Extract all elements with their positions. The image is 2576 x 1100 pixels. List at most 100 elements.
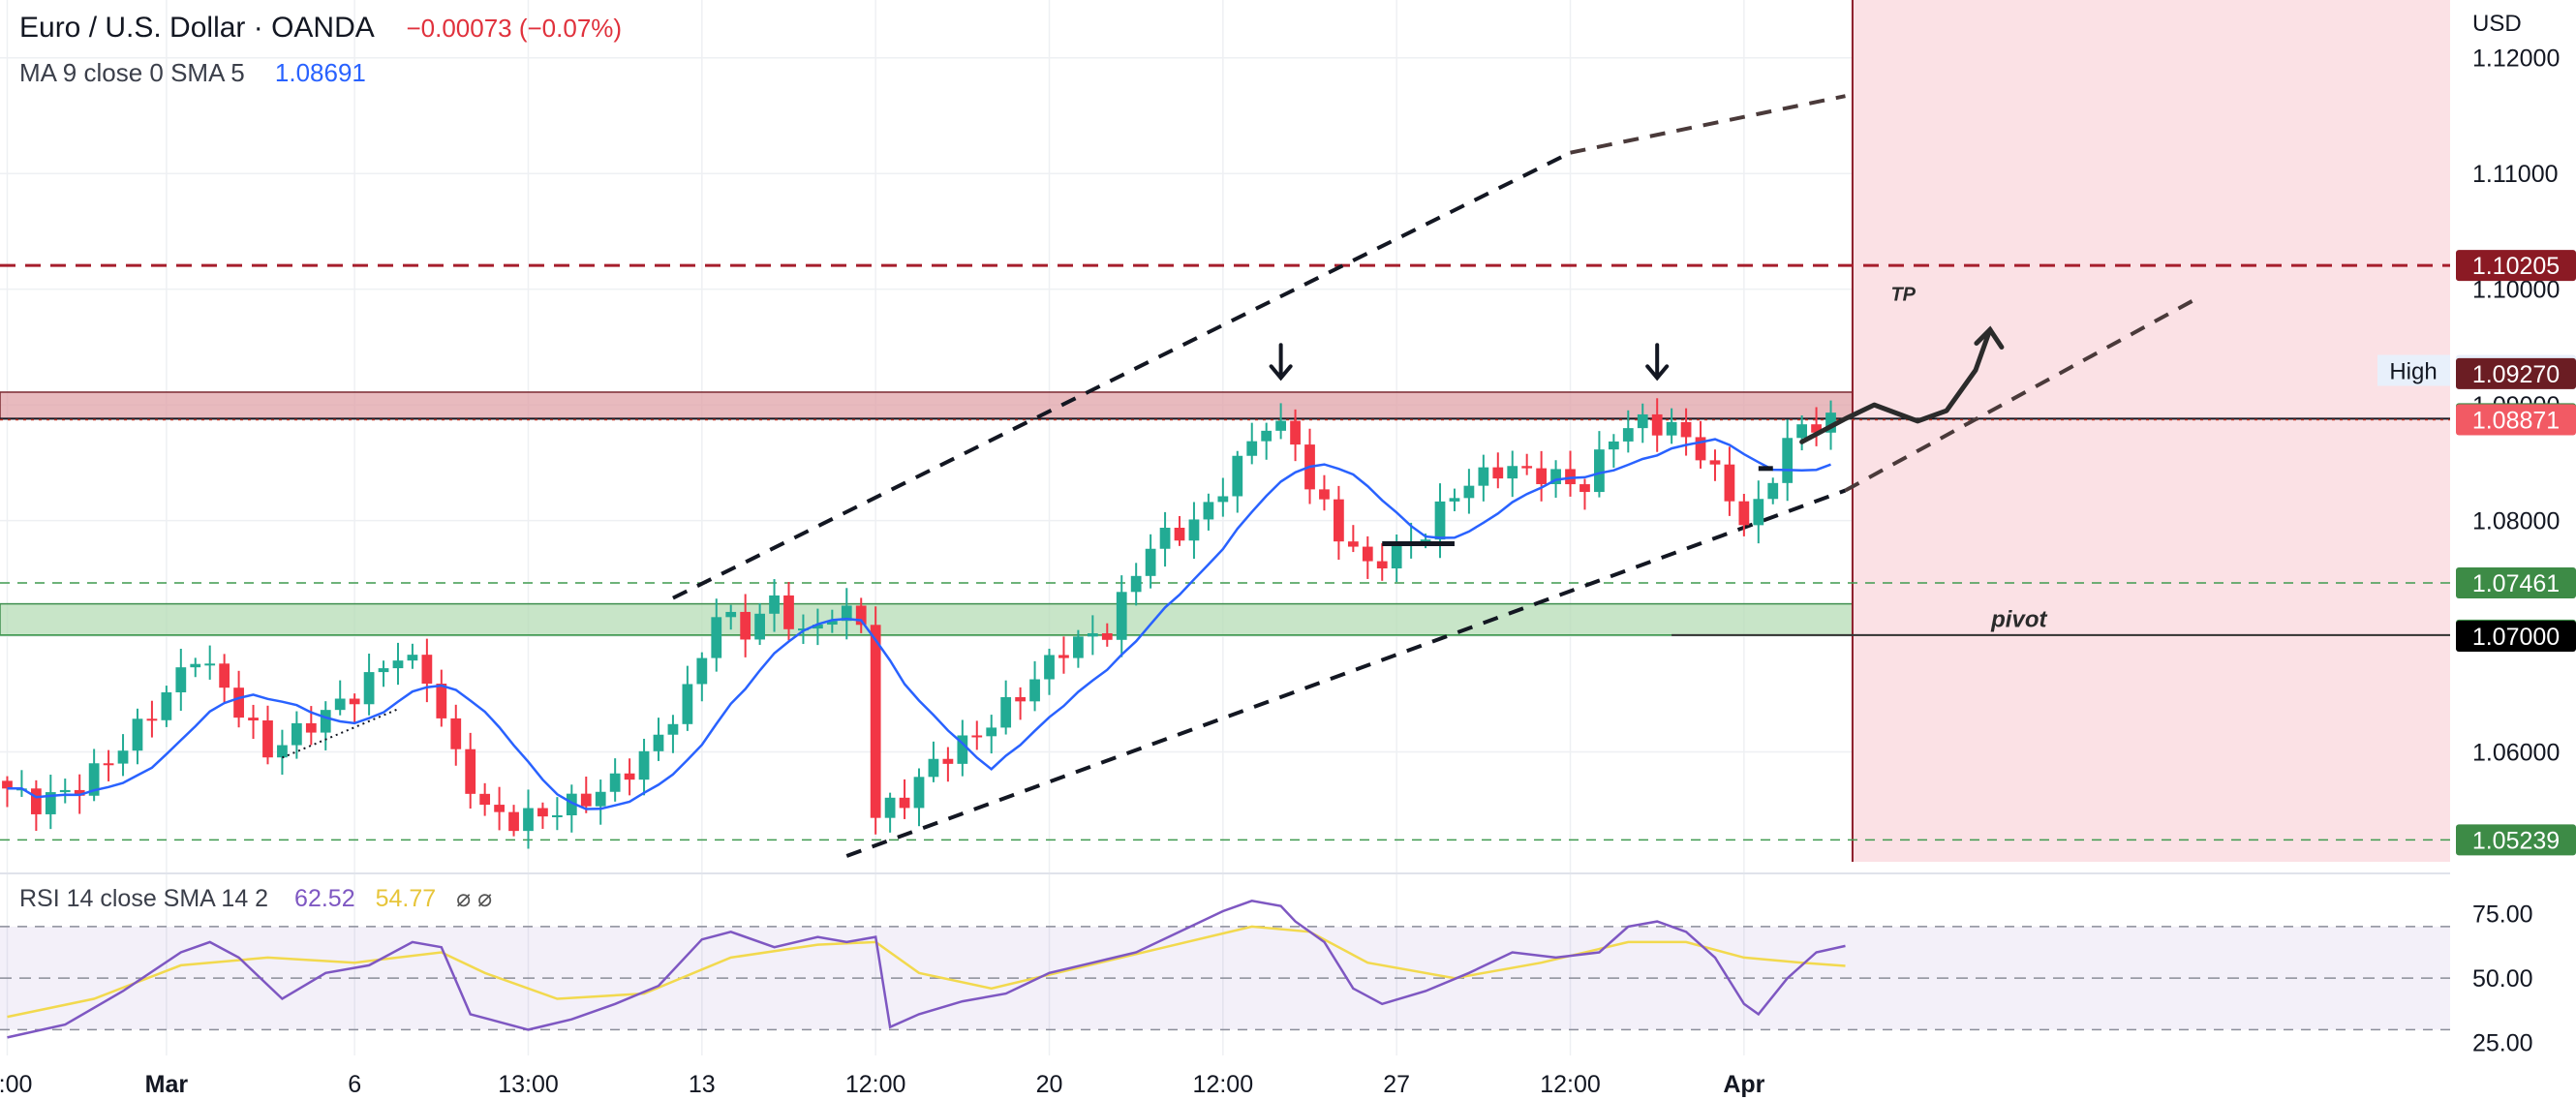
candle-body[interactable] bbox=[1738, 501, 1750, 526]
candle-body[interactable] bbox=[913, 777, 925, 809]
candle-body[interactable] bbox=[378, 668, 389, 673]
price-badge[interactable] bbox=[2456, 404, 2576, 436]
candle-body[interactable] bbox=[465, 749, 476, 794]
candle-body[interactable] bbox=[537, 808, 548, 817]
candle-body[interactable] bbox=[1217, 496, 1229, 503]
candle-body[interactable] bbox=[103, 763, 114, 766]
candle-body[interactable] bbox=[450, 718, 462, 749]
candle-body[interactable] bbox=[754, 613, 765, 640]
candle-body[interactable] bbox=[1087, 632, 1098, 637]
candle-body[interactable] bbox=[1101, 632, 1113, 640]
candle-body[interactable] bbox=[219, 663, 230, 688]
candle-body[interactable] bbox=[1709, 460, 1721, 465]
candle-body[interactable] bbox=[421, 655, 433, 685]
channel-line[interactable] bbox=[1570, 94, 1846, 155]
channel-line[interactable] bbox=[1844, 298, 2194, 493]
candle-body[interactable] bbox=[363, 672, 375, 705]
candle-body[interactable] bbox=[928, 758, 939, 778]
channel-line[interactable] bbox=[845, 488, 1847, 858]
candle-body[interactable] bbox=[2, 780, 13, 789]
candle-body[interactable] bbox=[1492, 467, 1504, 479]
candle-body[interactable] bbox=[59, 789, 71, 793]
candle-body[interactable] bbox=[146, 718, 158, 721]
candle-body[interactable] bbox=[204, 663, 216, 666]
candle-body[interactable] bbox=[45, 792, 56, 814]
candle-body[interactable] bbox=[1637, 413, 1648, 429]
candle-body[interactable] bbox=[233, 688, 244, 718]
symbol-title[interactable]: Euro / U.S. Dollar · OANDA bbox=[19, 12, 374, 44]
candle-body[interactable] bbox=[855, 605, 867, 626]
candle-body[interactable] bbox=[1796, 424, 1808, 439]
candle-body[interactable] bbox=[595, 791, 606, 807]
candle-body[interactable] bbox=[1044, 655, 1055, 680]
candle-body[interactable] bbox=[1159, 528, 1171, 549]
candle-body[interactable] bbox=[1362, 546, 1373, 562]
candle-body[interactable] bbox=[841, 605, 852, 622]
arrow-down-icon[interactable] bbox=[1269, 343, 1293, 382]
candle-body[interactable] bbox=[899, 797, 910, 809]
candle-body[interactable] bbox=[1290, 420, 1301, 445]
candle-body[interactable] bbox=[1782, 438, 1794, 483]
candle-body[interactable] bbox=[1319, 489, 1330, 500]
candle-body[interactable] bbox=[117, 750, 129, 764]
candle-body[interactable] bbox=[624, 773, 635, 780]
dotted-trendline[interactable] bbox=[282, 708, 399, 759]
candle-body[interactable] bbox=[1261, 430, 1273, 442]
candle-body[interactable] bbox=[725, 611, 737, 618]
candle-body[interactable] bbox=[1145, 548, 1156, 576]
candle-body[interactable] bbox=[826, 621, 838, 626]
candle-body[interactable] bbox=[1695, 437, 1706, 461]
candle-body[interactable] bbox=[1376, 561, 1388, 569]
arrow-up-icon[interactable] bbox=[1974, 325, 2005, 350]
candle-body[interactable] bbox=[1622, 428, 1634, 442]
take-profit-label[interactable]: TP bbox=[1890, 285, 1916, 306]
candle-body[interactable] bbox=[1203, 502, 1214, 520]
candle-body[interactable] bbox=[870, 625, 881, 818]
candle-body[interactable] bbox=[1449, 498, 1460, 502]
pivot-label[interactable]: pivot bbox=[1990, 606, 2047, 632]
candle-body[interactable] bbox=[320, 710, 331, 733]
candle-body[interactable] bbox=[1521, 466, 1533, 469]
candle-body[interactable] bbox=[1073, 636, 1084, 658]
candle-body[interactable] bbox=[1767, 482, 1779, 500]
rsi-legend[interactable]: RSI 14 close SMA 14 2 62.52 54.77 ⌀ ⌀ bbox=[19, 887, 492, 911]
candle-body[interactable] bbox=[942, 758, 954, 764]
candle-body[interactable] bbox=[494, 805, 505, 812]
candle-body[interactable] bbox=[1565, 469, 1576, 485]
candle-body[interactable] bbox=[175, 667, 187, 692]
candle-body[interactable] bbox=[407, 655, 418, 661]
price-axis-bg[interactable] bbox=[2450, 0, 2576, 1100]
visibility-icon[interactable]: ⌀ ⌀ bbox=[456, 885, 493, 912]
candle-body[interactable] bbox=[1666, 421, 1677, 436]
candle-body[interactable] bbox=[580, 793, 592, 807]
candle-body[interactable] bbox=[1116, 592, 1127, 640]
candle-body[interactable] bbox=[813, 625, 823, 629]
candle-body[interactable] bbox=[957, 735, 968, 764]
candle-body[interactable] bbox=[1579, 484, 1590, 493]
candle-body[interactable] bbox=[190, 663, 201, 668]
candle-body[interactable] bbox=[986, 727, 997, 737]
candle-body[interactable] bbox=[305, 722, 317, 733]
candle-body[interactable] bbox=[1825, 412, 1836, 433]
candle-body[interactable] bbox=[248, 718, 259, 721]
candle-body[interactable] bbox=[1651, 413, 1663, 436]
price-badge[interactable] bbox=[2456, 566, 2576, 598]
candle-body[interactable] bbox=[523, 808, 534, 832]
channel-line[interactable] bbox=[672, 150, 1572, 600]
candle-body[interactable] bbox=[1608, 441, 1619, 450]
candle-body[interactable] bbox=[1507, 466, 1518, 479]
price-badge[interactable] bbox=[2456, 250, 2576, 282]
candle-body[interactable] bbox=[1000, 696, 1012, 728]
candle-body[interactable] bbox=[884, 797, 896, 818]
candle-body[interactable] bbox=[1550, 469, 1561, 484]
candle-body[interactable] bbox=[1232, 455, 1243, 497]
candle-body[interactable] bbox=[1594, 449, 1605, 493]
candle-body[interactable] bbox=[667, 723, 679, 735]
price-badge[interactable] bbox=[2456, 621, 2576, 653]
candle-body[interactable] bbox=[1478, 467, 1489, 486]
ma-legend[interactable]: MA 9 close 0 SMA 5 1.08691 bbox=[19, 60, 366, 85]
candle-body[interactable] bbox=[1391, 541, 1402, 569]
candle-body[interactable] bbox=[1246, 441, 1258, 456]
candle-body[interactable] bbox=[1174, 528, 1185, 541]
